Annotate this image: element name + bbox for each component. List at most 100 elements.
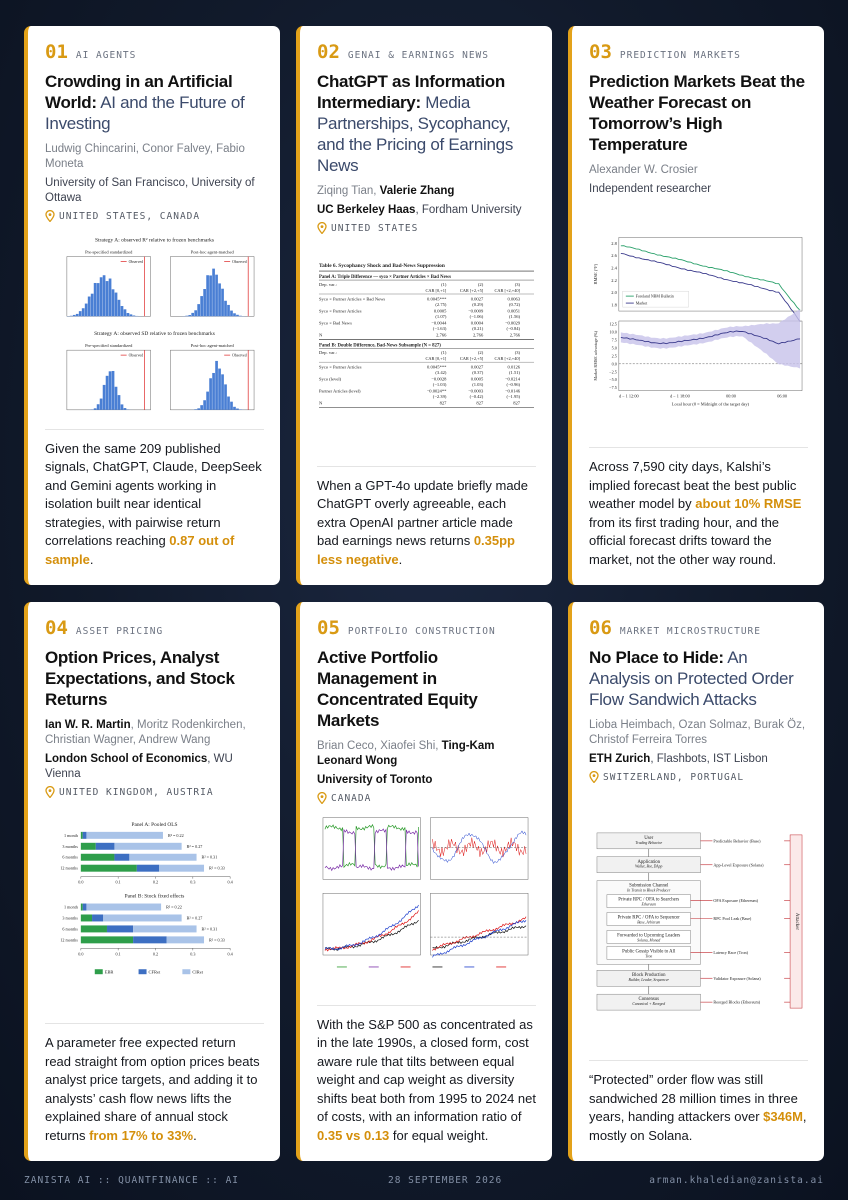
- figure-label: Observed: [232, 260, 247, 264]
- figure-label: Block Production: [632, 973, 666, 978]
- title-rest: An Analysis on Protected Order Flow Sand…: [589, 648, 794, 709]
- authors: Lioba Heimbach, Ozan Solmaz, Burak Öz, C…: [589, 718, 808, 748]
- hist-bar: [93, 408, 97, 410]
- figure-label: RMSE (°F): [593, 263, 598, 284]
- summary: Given the same 209 published signals, Ch…: [45, 440, 264, 570]
- figure-label: (−2.39): [433, 394, 447, 399]
- bar-segment: [80, 842, 96, 850]
- figure-label: Table 6. Sycophancy Shock and Bad-News S…: [319, 263, 445, 269]
- figure-label: Submission Channel: [629, 884, 669, 889]
- card-header: 01 AI AGENTS: [45, 41, 264, 63]
- figure-label: Panel B: Stock fixed effects: [125, 893, 185, 900]
- location-icon: [589, 771, 599, 783]
- figure-label: 0.0045***: [427, 365, 447, 370]
- figure-label: Syco × Partner Articles: [319, 308, 362, 313]
- series-line: [432, 919, 527, 958]
- series-line: [324, 910, 419, 952]
- figure-label: 2,766: [473, 332, 484, 338]
- location-icon: [45, 786, 55, 798]
- hist-bar: [102, 275, 106, 317]
- figure-label: R² = 0.31: [202, 926, 218, 931]
- paper-card: 06 MARKET MICROSTRUCTURE No Place to Hide:…: [568, 602, 824, 1161]
- hist-bar: [200, 296, 203, 317]
- authors: Ludwig Chincarini, Conor Falvey, Fabio M…: [45, 142, 264, 172]
- figure-label: EBR: [105, 970, 114, 975]
- hist-bar: [215, 360, 218, 410]
- hist-bar: [188, 315, 192, 317]
- channel-node: [606, 946, 691, 960]
- paper-title: Active Portfolio Management in Concentra…: [317, 647, 536, 731]
- figure-label: 827: [476, 401, 484, 406]
- figure-label: 0.2: [153, 951, 158, 956]
- figure-label: Pre-specified standardized: [85, 343, 133, 348]
- figure-label: −7.5: [609, 385, 617, 390]
- figure-label: 0.0063: [508, 296, 521, 301]
- figure-label: (1.03): [472, 382, 484, 387]
- hist-bar: [90, 293, 94, 317]
- figure-label: 0.0: [78, 951, 83, 956]
- title-bold: No Place to Hide:: [589, 648, 724, 667]
- figure-label: (1.51): [509, 370, 521, 375]
- figure-label: Observed: [129, 354, 144, 358]
- legend-key: [182, 969, 191, 975]
- figure-label: Base, Arbitrum: [637, 920, 660, 925]
- figure-label: −0.0028: [431, 377, 447, 382]
- title-bold: Crowding in an Artificial World:: [45, 72, 233, 112]
- hist-bar: [236, 314, 239, 317]
- bar-segment: [86, 831, 163, 839]
- figure-label: 0.1: [116, 880, 121, 885]
- legend-key: [94, 969, 103, 975]
- figure-label: 0.0045***: [427, 296, 447, 301]
- paper-card: 02 GENAI & EARNINGS NEWS ChatGPT as Inform…: [296, 26, 552, 585]
- figure-label: (3): [515, 282, 521, 287]
- hist-bar: [227, 396, 230, 410]
- hist-bar: [102, 384, 106, 410]
- plot-frame: [322, 817, 421, 880]
- hist-bar: [114, 386, 118, 410]
- figure-label: 2.0: [611, 290, 617, 295]
- card-header: 04 ASSET PRICING: [45, 617, 264, 639]
- divider: [45, 1023, 264, 1024]
- market-line: [620, 253, 801, 322]
- figure-label: N: [319, 332, 323, 337]
- hist-bar: [99, 277, 103, 317]
- figure-label: Market: [636, 301, 648, 306]
- hist-bar: [117, 395, 121, 410]
- figure-label: 0.3: [190, 951, 195, 956]
- affiliation: , Fordham University: [415, 204, 522, 216]
- figure-label: 5.0: [612, 345, 617, 350]
- bar-segment: [133, 925, 197, 933]
- figure-label: 0.0051: [508, 308, 521, 313]
- figure-label: Application: [637, 860, 660, 865]
- location-icon: [317, 792, 327, 804]
- hist-bar: [185, 315, 189, 317]
- hist-bar: [105, 281, 109, 317]
- plot-frame: [170, 256, 255, 317]
- figure-label: 2.6: [611, 253, 617, 258]
- figure-label: Panel B: Double Difference, Bad-News Sub…: [319, 343, 441, 348]
- series-line: [324, 823, 419, 870]
- location: UNITED KINGDOM, AUSTRIA: [45, 786, 264, 798]
- bar-segment: [114, 842, 182, 850]
- hist-bar: [230, 401, 233, 410]
- hist-bar: [233, 406, 236, 410]
- figure-label: Validator Exposure (Solana): [713, 976, 761, 981]
- figure-label: Canonical + Reorged: [632, 1002, 665, 1006]
- author: Brian Ceco, Xiaofei Shi,: [317, 740, 442, 752]
- figure-label: d − 1 18:00: [670, 394, 690, 399]
- figure-label: Strategy A: observed SD relative to froz…: [94, 330, 215, 337]
- authors: Ian W. R. Martin, Moritz Rodenkirchen, C…: [45, 718, 264, 748]
- hist-bar: [224, 300, 227, 317]
- hist-bar: [69, 315, 73, 317]
- author: Lioba Heimbach, Ozan Solmaz, Burak Öz, C…: [589, 719, 806, 746]
- card-number: 02: [317, 41, 340, 63]
- figure-label: (2.75): [435, 302, 447, 307]
- summary-text: A parameter free expected return read st…: [45, 1035, 260, 1143]
- figure-label: Panel A: Pooled OLS: [131, 822, 177, 828]
- location-icon: [317, 222, 327, 234]
- figure-label: −5.0: [609, 377, 617, 382]
- author: Ian W. R. Martin: [45, 719, 131, 731]
- bar-segment: [136, 864, 160, 872]
- summary-text: Across 7,590 city days, Kalshi’s implied…: [589, 459, 797, 511]
